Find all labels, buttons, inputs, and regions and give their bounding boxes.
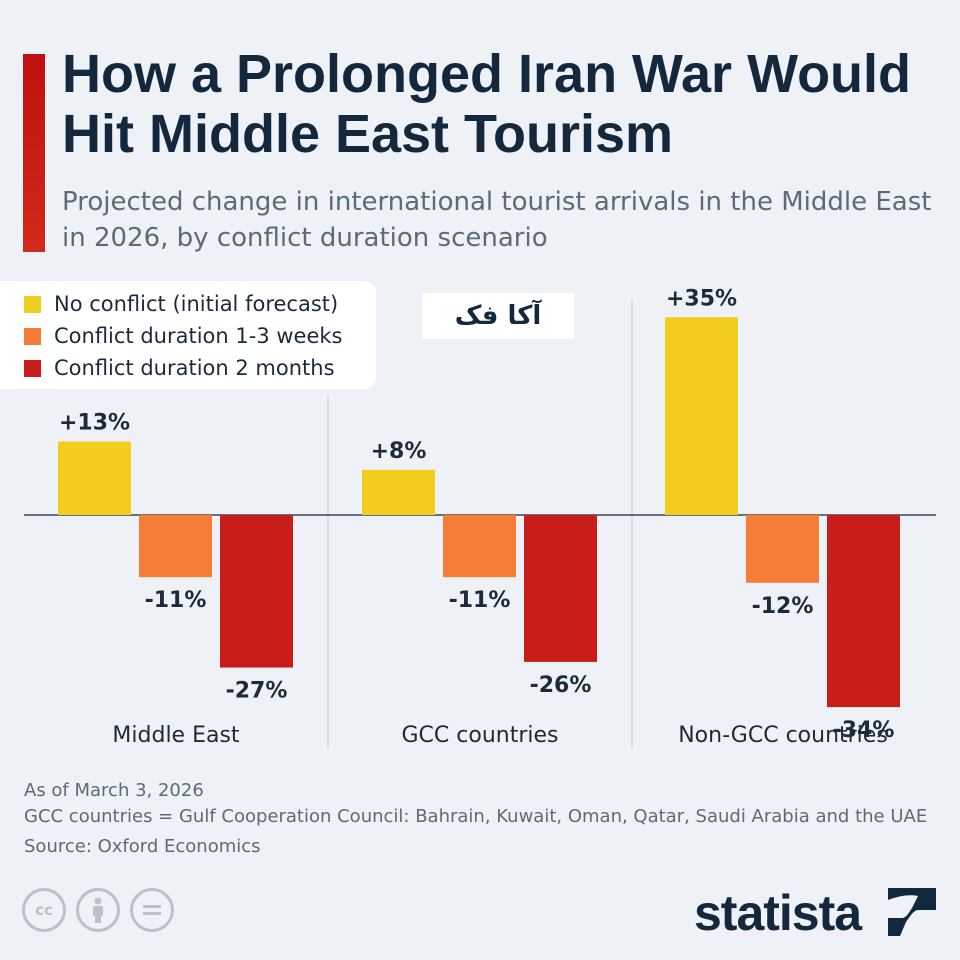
bar	[362, 469, 435, 515]
data-label: -26%	[530, 673, 592, 698]
data-label: +35%	[666, 286, 737, 311]
legend-swatch	[24, 295, 41, 313]
equals-glyph	[143, 905, 161, 915]
bar	[139, 515, 212, 578]
cc-icon[interactable]: cc	[22, 888, 66, 932]
category-label: Non-GCC countries	[678, 723, 888, 748]
category-label: Middle East	[112, 723, 240, 748]
data-label: +13%	[59, 411, 130, 436]
no-derivatives-icon[interactable]	[130, 888, 174, 932]
footnote-source: Source: Oxford Economics	[24, 836, 261, 857]
footnote-date: As of March 3, 2026	[24, 780, 204, 801]
bar	[220, 515, 293, 668]
category-label: GCC countries	[402, 723, 559, 748]
attribution-icon[interactable]	[76, 888, 120, 932]
bar	[524, 515, 597, 662]
bar	[58, 441, 131, 515]
person-glyph	[93, 897, 103, 923]
legend-label: Conflict duration 1-3 weeks	[54, 324, 343, 348]
data-label: -11%	[449, 588, 511, 613]
legend-swatch	[24, 327, 41, 345]
title-accent-bar	[23, 54, 45, 252]
legend-item-1-3-weeks: Conflict duration 1-3 weeks	[24, 321, 342, 351]
legend: No conflict (initial forecast) Conflict …	[0, 281, 376, 389]
bar	[746, 515, 819, 583]
data-label: -12%	[752, 594, 814, 619]
bar	[665, 317, 738, 515]
watermark-text: آکا فک	[454, 301, 542, 331]
bar	[443, 515, 516, 578]
data-label: -11%	[145, 588, 207, 613]
legend-label: Conflict duration 2 months	[54, 356, 335, 380]
statista-logo-text[interactable]: statista	[694, 885, 862, 941]
legend-item-2-months: Conflict duration 2 months	[24, 353, 335, 383]
license-icons: cc	[22, 888, 174, 932]
data-label: -27%	[226, 679, 288, 704]
legend-item-no-conflict: No conflict (initial forecast)	[24, 289, 338, 319]
chart-title: How a Prolonged Iran War Would Hit Middl…	[62, 44, 912, 164]
data-label: -34%	[833, 718, 895, 743]
statista-logo-icon	[888, 888, 936, 936]
legend-swatch	[24, 359, 41, 377]
watermark-logo: آکا فک	[422, 293, 574, 339]
legend-label: No conflict (initial forecast)	[54, 292, 339, 316]
footnote-gcc-definition: GCC countries = Gulf Cooperation Council…	[24, 806, 928, 827]
chart-subtitle: Projected change in international touris…	[62, 187, 932, 253]
data-label: +8%	[371, 439, 427, 464]
bar	[827, 515, 900, 708]
